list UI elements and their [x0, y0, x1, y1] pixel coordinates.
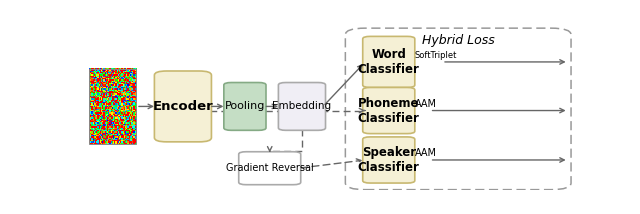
Text: Encoder: Encoder: [152, 100, 213, 113]
Text: Pooling: Pooling: [225, 101, 265, 111]
FancyBboxPatch shape: [154, 71, 211, 142]
Text: Speaker
Classifier: Speaker Classifier: [358, 146, 420, 174]
FancyBboxPatch shape: [363, 36, 415, 88]
FancyBboxPatch shape: [278, 83, 326, 130]
Text: Gradient Reversal: Gradient Reversal: [226, 163, 314, 173]
Text: SoftTriplet: SoftTriplet: [415, 51, 457, 60]
Text: Embedding: Embedding: [273, 101, 332, 111]
FancyBboxPatch shape: [363, 88, 415, 134]
Text: Hybrid Loss: Hybrid Loss: [422, 34, 495, 47]
Text: Phoneme
Classifier: Phoneme Classifier: [358, 97, 420, 125]
Bar: [89, 68, 136, 144]
FancyBboxPatch shape: [224, 83, 266, 130]
FancyBboxPatch shape: [363, 137, 415, 183]
FancyBboxPatch shape: [239, 152, 301, 185]
Text: AAM: AAM: [415, 148, 436, 158]
Text: Word
Classifier: Word Classifier: [358, 48, 420, 76]
Text: AAM: AAM: [415, 99, 436, 109]
